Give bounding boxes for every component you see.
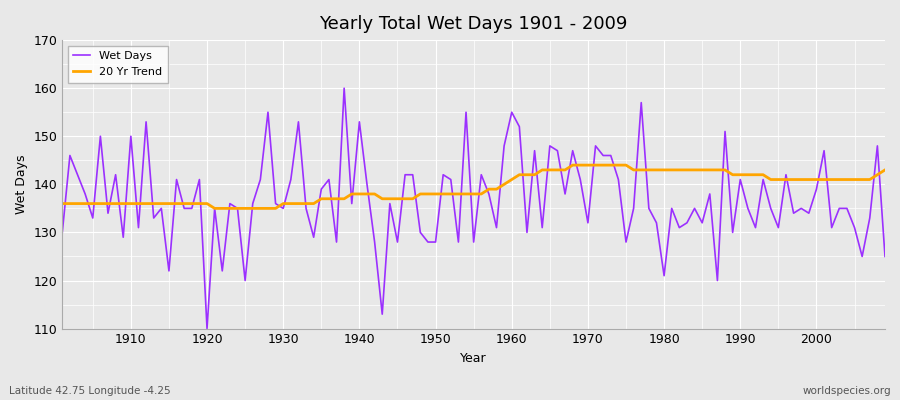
Line: Wet Days: Wet Days	[62, 88, 885, 328]
20 Yr Trend	[507, 177, 517, 182]
Wet Days	[613, 177, 624, 182]
20 Yr Trend	[57, 201, 68, 206]
20 Yr Trend	[338, 196, 349, 201]
Wet Days	[57, 230, 68, 235]
20 Yr Trend	[514, 172, 525, 177]
Text: worldspecies.org: worldspecies.org	[803, 386, 891, 396]
X-axis label: Year: Year	[460, 352, 487, 365]
20 Yr Trend	[613, 163, 624, 168]
20 Yr Trend	[879, 168, 890, 172]
Wet Days	[522, 230, 533, 235]
Title: Yearly Total Wet Days 1901 - 2009: Yearly Total Wet Days 1901 - 2009	[320, 15, 628, 33]
Wet Days	[879, 254, 890, 259]
Text: Latitude 42.75 Longitude -4.25: Latitude 42.75 Longitude -4.25	[9, 386, 171, 396]
Wet Days	[202, 326, 212, 331]
20 Yr Trend	[567, 163, 578, 168]
Wet Days	[514, 124, 525, 129]
20 Yr Trend	[209, 206, 220, 211]
Wet Days	[346, 201, 357, 206]
20 Yr Trend	[118, 201, 129, 206]
Wet Days	[293, 120, 304, 124]
Legend: Wet Days, 20 Yr Trend: Wet Days, 20 Yr Trend	[68, 46, 167, 82]
Wet Days	[118, 235, 129, 240]
20 Yr Trend	[293, 201, 304, 206]
Line: 20 Yr Trend: 20 Yr Trend	[62, 165, 885, 208]
Y-axis label: Wet Days: Wet Days	[15, 154, 28, 214]
Wet Days	[338, 86, 349, 90]
